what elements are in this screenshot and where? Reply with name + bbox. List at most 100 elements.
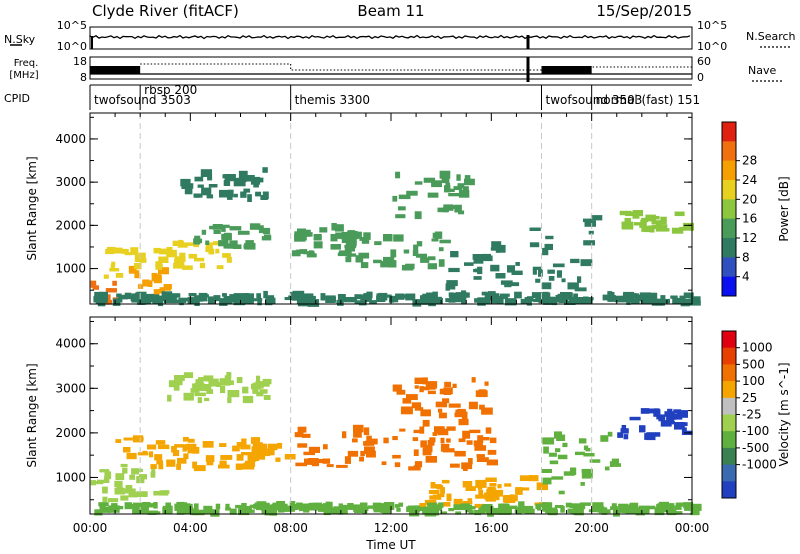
echo-cell (215, 503, 221, 510)
echo-cell (588, 509, 600, 513)
echo-cell (420, 440, 427, 448)
echo-cell (691, 299, 699, 306)
echo-cell (197, 397, 202, 404)
echo-cell (666, 503, 675, 510)
echo-cell (330, 234, 338, 242)
echo-cell (621, 425, 627, 429)
echo-cell (437, 493, 445, 498)
echo-cell (536, 482, 548, 491)
echo-cell (326, 507, 334, 512)
echo-cell (337, 294, 346, 302)
echo-cell (363, 232, 371, 240)
echo-cell (204, 397, 210, 402)
echo-cell (392, 454, 401, 459)
echo-cell (398, 194, 411, 200)
echo-cell (422, 447, 432, 456)
echo-cell (502, 506, 512, 514)
echo-cell (395, 171, 401, 179)
echo-cell (611, 503, 617, 507)
echo-cell (446, 280, 458, 287)
echo-cell (545, 235, 554, 240)
echo-cell (617, 432, 623, 438)
echo-cell (651, 220, 662, 225)
echo-cell (165, 505, 173, 514)
echo-cell (427, 390, 436, 395)
echo-cell (634, 293, 639, 300)
echo-cell (171, 446, 177, 453)
echo-cell (233, 179, 246, 187)
echo-cell (585, 297, 594, 301)
echo-cell (445, 188, 455, 192)
echo-cell (416, 241, 423, 247)
echo-cell (439, 239, 451, 244)
echo-cell (581, 468, 593, 473)
echo-cell (194, 257, 205, 262)
colorbar-tick-label: 25 (742, 391, 757, 405)
echo-cell (490, 264, 500, 272)
echo-cell (161, 291, 173, 298)
echo-cell (132, 507, 138, 514)
cpid-mode-label: themis 3300 (295, 93, 370, 107)
echo-cell (542, 437, 555, 445)
echo-cell (406, 394, 418, 400)
echo-cell (639, 425, 646, 433)
colorbar-tick-label: -1000 (742, 458, 777, 472)
echo-cell (382, 508, 391, 514)
echo-cell (430, 482, 436, 489)
echo-cell (660, 420, 672, 427)
echo-cell (303, 297, 315, 301)
colorbar-tick-label: 500 (742, 357, 765, 371)
echo-cell (440, 437, 445, 444)
echo-cell (199, 384, 212, 392)
station-title: Clyde River (fitACF) (92, 2, 239, 20)
echo-cell (147, 294, 155, 301)
echo-cell (150, 471, 156, 478)
echo-cell (275, 457, 281, 462)
echo-cell (611, 458, 619, 465)
echo-cell (221, 224, 230, 228)
echo-cell (193, 465, 206, 472)
x-axis-label: Time UT (365, 538, 416, 552)
echo-cell (632, 212, 640, 219)
echo-cell (452, 295, 463, 303)
colorbar-tick-label: 1000 (742, 341, 773, 355)
echo-cell (227, 194, 233, 200)
echo-cell (97, 479, 106, 483)
echo-cell (464, 175, 471, 182)
echo-cell (240, 191, 247, 198)
echo-cell (247, 454, 257, 461)
echo-cell (605, 466, 610, 471)
echo-cell (126, 452, 137, 460)
nsky-tick-top-right: 10^5 (697, 19, 727, 32)
echo-cell (136, 291, 147, 298)
y-tick-label: 1000 (55, 262, 86, 276)
echo-cell (423, 177, 436, 183)
echo-cell (427, 439, 435, 446)
echo-cell (495, 273, 506, 279)
colorbar-swatch (722, 447, 736, 466)
echo-cell (134, 254, 143, 262)
echo-cell (618, 503, 629, 511)
echo-cell (131, 293, 138, 298)
echo-cell (309, 506, 315, 511)
echo-cell (542, 505, 551, 512)
echo-cell (414, 211, 422, 220)
echo-cell (445, 182, 451, 188)
echo-cell (655, 432, 661, 437)
echo-cell (103, 274, 109, 279)
echo-cell (476, 457, 489, 462)
echo-cell (194, 300, 200, 306)
echo-cell (654, 507, 665, 516)
echo-cell (669, 421, 675, 425)
echo-cell (405, 293, 416, 301)
echo-cell (147, 280, 153, 287)
echo-cell (583, 218, 592, 223)
echo-cell (142, 282, 149, 287)
echo-cell (626, 297, 631, 305)
echo-cell (581, 504, 586, 510)
echo-cell (206, 389, 214, 394)
echo-cell (224, 375, 231, 384)
echo-cell (580, 482, 585, 486)
echo-cell (232, 445, 240, 452)
